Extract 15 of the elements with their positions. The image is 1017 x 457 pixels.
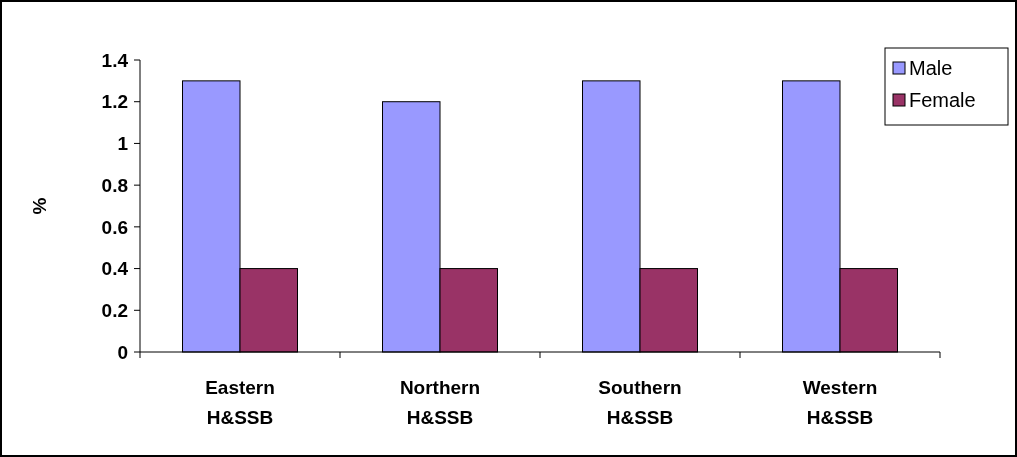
y-tick-label: 1.4 xyxy=(101,49,129,71)
y-axis-title: % xyxy=(29,197,50,215)
x-tick-label: Southern H&SSB xyxy=(598,377,682,428)
x-tick-label: Eastern H&SSB xyxy=(205,377,275,428)
x-tick-label: Western H&SSB xyxy=(802,377,878,428)
y-tick-label: 1 xyxy=(117,133,129,155)
y-tick-label: 1.2 xyxy=(101,91,128,113)
y-tick-label: 0.6 xyxy=(101,216,128,238)
x-tick-label: Northern H&SSB xyxy=(399,377,481,428)
legend-label: Female xyxy=(909,89,976,111)
y-tick-label: 0.2 xyxy=(101,299,128,321)
y-tick-label: 0.8 xyxy=(101,174,128,196)
y-tick-label: 0.4 xyxy=(101,258,129,280)
y-tick-label: 0 xyxy=(117,341,128,363)
legend-label: Male xyxy=(909,57,953,79)
